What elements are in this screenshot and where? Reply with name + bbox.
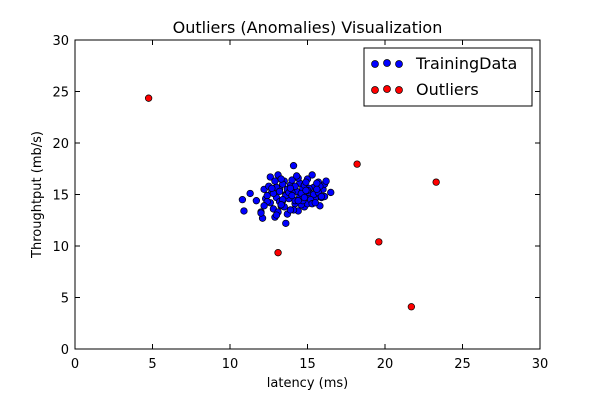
y-tick-label: 30 [52,34,69,49]
training-point [277,175,285,183]
legend-marker-training [395,60,403,68]
legend-marker-outliers [395,86,403,94]
x-tick-label: 10 [222,357,239,372]
outlier-point [432,178,440,186]
y-tick-label: 5 [61,292,69,307]
x-tick-label: 20 [377,357,394,372]
x-tick-label: 30 [532,357,549,372]
training-point [238,195,247,204]
training-point [277,201,285,209]
y-tick-label: 25 [52,86,69,101]
training-point [302,186,310,195]
x-tick-label: 5 [148,357,156,372]
training-point [302,178,310,186]
training-point [311,199,319,207]
legend-marker-training [371,60,379,68]
training-point [282,219,290,227]
training-point [313,185,321,194]
legend-marker-outliers [383,85,391,93]
training-point [240,207,248,215]
training-point [271,177,279,185]
training-point [286,206,295,214]
training-point [275,187,284,196]
legend-marker-outliers [371,86,379,94]
outlier-point [375,238,383,246]
training-point [313,179,321,187]
training-point [286,184,295,192]
training-point [266,173,274,181]
axis-ticks: 0 5 10 15 20 25 30 0 5 10 15 20 25 30 [52,34,548,372]
outlier-point [274,249,282,257]
training-point [294,197,302,205]
outlier-point [353,160,361,168]
legend-label-outliers: Outliers [416,80,479,99]
data-points [144,94,440,311]
legend-label-training: TrainingData [415,54,517,73]
training-point [322,177,330,185]
outlier-point [144,94,153,102]
training-point [289,162,298,170]
training-point [317,192,326,201]
x-tick-label: 0 [71,357,79,372]
x-tick-label: 15 [299,357,316,372]
training-point [257,209,265,217]
training-point [272,211,281,219]
training-point [252,197,261,205]
training-point [288,191,296,200]
x-axis-label: latency (ms) [267,376,348,391]
legend: TrainingData Outliers [363,47,533,107]
training-point [268,184,276,192]
y-tick-label: 20 [52,137,69,152]
y-tick-label: 15 [52,189,69,204]
training-point [260,202,268,210]
y-tick-label: 0 [61,343,69,358]
training-point [327,188,335,197]
plot-frame [74,39,541,350]
legend-box [363,47,533,107]
outlier-point [407,303,416,311]
training-point [246,189,254,198]
y-axis-label: Throughtput (mb/s) [30,131,45,259]
x-tick-label: 25 [454,357,471,372]
training-point [293,172,301,180]
training-point [308,171,316,179]
chart-title: Outliers (Anomalies) Visualization [173,18,443,37]
y-tick-label: 10 [52,240,69,255]
legend-marker-training [383,59,391,67]
training-point [300,193,309,202]
